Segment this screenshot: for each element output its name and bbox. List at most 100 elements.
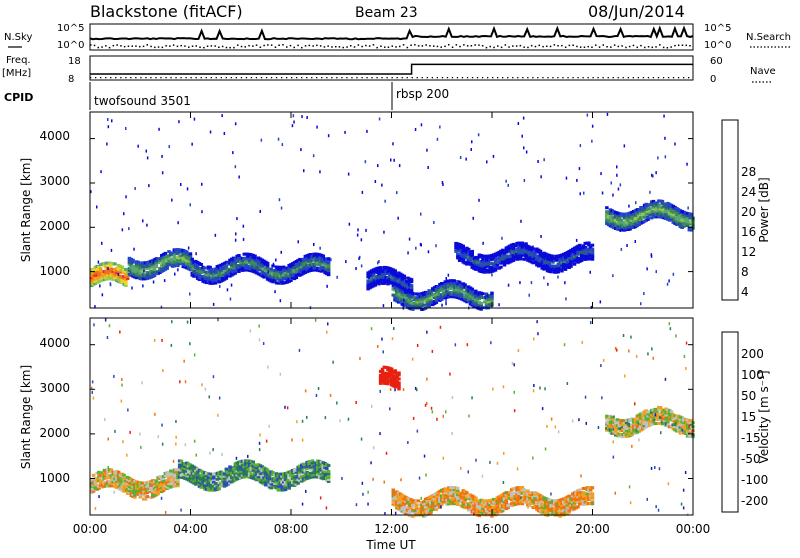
- noise-search-dot: [184, 45, 186, 47]
- noise-search-dot: [331, 46, 333, 48]
- heatmap-cell: [273, 263, 275, 266]
- heatmap-cell: [668, 279, 670, 282]
- nave-dot: [502, 77, 503, 78]
- heatmap-cell: [111, 249, 113, 252]
- heatmap-cell: [383, 304, 385, 307]
- nave-dot: [482, 77, 483, 78]
- heatmap-cell: [379, 118, 381, 121]
- heatmap-cell: [486, 160, 488, 163]
- noise-search-dot: [139, 46, 141, 48]
- heatmap-cell: [268, 271, 270, 274]
- heatmap-cell: [646, 267, 648, 270]
- heatmap-cell: [445, 302, 447, 305]
- noise-search-dot: [260, 47, 262, 49]
- noise-search-dot: [320, 45, 322, 47]
- noise-search-dot: [286, 46, 288, 48]
- nave-dot: [628, 77, 629, 78]
- heatmap-cell: [381, 338, 383, 341]
- noise-search-dot: [207, 46, 209, 48]
- noise-search-dot: [493, 47, 495, 49]
- nave-dot: [135, 77, 136, 78]
- velocity-plot-bg: [90, 318, 693, 515]
- heatmap-cell: [433, 221, 435, 224]
- noise-search-dot: [486, 47, 488, 49]
- nave-dot: [547, 77, 548, 78]
- heatmap-cell: [252, 461, 256, 464]
- heatmap-cell: [663, 202, 667, 205]
- heatmap-cell: [171, 199, 173, 202]
- noise-search-dot: [418, 45, 420, 47]
- nave-dot: [603, 77, 604, 78]
- noise-search-dot: [282, 44, 284, 46]
- nave-dot: [532, 77, 533, 78]
- heatmap-cell: [618, 188, 620, 191]
- nave-dot: [522, 77, 523, 78]
- heatmap-cell: [478, 133, 480, 136]
- heatmap-cell: [196, 265, 200, 268]
- heatmap-cell: [435, 244, 437, 247]
- heatmap-cell: [458, 281, 462, 284]
- noise-search-dot: [629, 46, 631, 48]
- noise-search-dot: [395, 46, 397, 48]
- heatmap-cell: [301, 115, 303, 118]
- heatmap-cell: [467, 290, 469, 293]
- noise-search-dot: [482, 45, 484, 47]
- heatmap-cell: [205, 388, 207, 391]
- nave-dot: [387, 77, 388, 78]
- heatmap-cell: [657, 156, 659, 159]
- nave-dot: [125, 77, 126, 78]
- heatmap-cell: [402, 294, 406, 297]
- heatmap-cell: [578, 244, 582, 247]
- nave-dot: [291, 77, 292, 78]
- noise-search-dot: [550, 46, 552, 48]
- heatmap-cell: [498, 303, 500, 306]
- heatmap-cell: [407, 251, 409, 254]
- noise-search-dot: [301, 47, 303, 49]
- heatmap-cell: [403, 299, 405, 302]
- heatmap-cell: [422, 304, 426, 307]
- heatmap-cell: [110, 484, 114, 487]
- noise-search-dot: [199, 47, 201, 49]
- nave-dot: [256, 77, 257, 78]
- heatmap-cell: [470, 301, 472, 304]
- heatmap-cell: [427, 166, 429, 169]
- heatmap-cell: [394, 269, 398, 272]
- heatmap-cell: [629, 485, 631, 488]
- noise-search-dot: [105, 45, 107, 47]
- nave-dot: [236, 77, 237, 78]
- nave-dot: [100, 77, 101, 78]
- heatmap-cell: [611, 182, 613, 185]
- noise-search-dot: [369, 45, 371, 47]
- heatmap-cell: [131, 287, 133, 290]
- heatmap-cell: [227, 288, 229, 291]
- heatmap-cell: [635, 201, 637, 204]
- noise-search-dot: [177, 46, 179, 48]
- heatmap-cell: [275, 259, 277, 262]
- noise-search-dot: [316, 45, 318, 47]
- heatmap-cell: [142, 284, 144, 287]
- noise-sky-line: [90, 28, 693, 39]
- heatmap-cell: [681, 503, 683, 506]
- heatmap-cell: [153, 261, 155, 264]
- heatmap-cell: [327, 257, 331, 260]
- power-cbar-label: Power [dB]: [757, 177, 771, 242]
- heatmap-cell: [456, 487, 460, 490]
- heatmap-cell: [482, 242, 484, 245]
- freq-left-tick-bottom: 8: [68, 74, 74, 85]
- nave-dot: [427, 77, 428, 78]
- heatmap-cell: [542, 407, 544, 410]
- noise-search-dot: [169, 45, 171, 47]
- nave-dot: [638, 77, 639, 78]
- heatmap-cell: [411, 292, 415, 295]
- noise-search-dot: [606, 46, 608, 48]
- heatmap-cell: [357, 228, 359, 231]
- heatmap-cell: [209, 452, 211, 455]
- noise-search-dot: [384, 46, 386, 48]
- heatmap-cell: [616, 418, 620, 421]
- heatmap-cell: [189, 293, 191, 296]
- nave-dot: [567, 77, 568, 78]
- heatmap-cell: [153, 281, 155, 284]
- heatmap-cell: [465, 491, 469, 494]
- heatmap-cell: [512, 247, 516, 250]
- noise-search-dot: [433, 45, 435, 47]
